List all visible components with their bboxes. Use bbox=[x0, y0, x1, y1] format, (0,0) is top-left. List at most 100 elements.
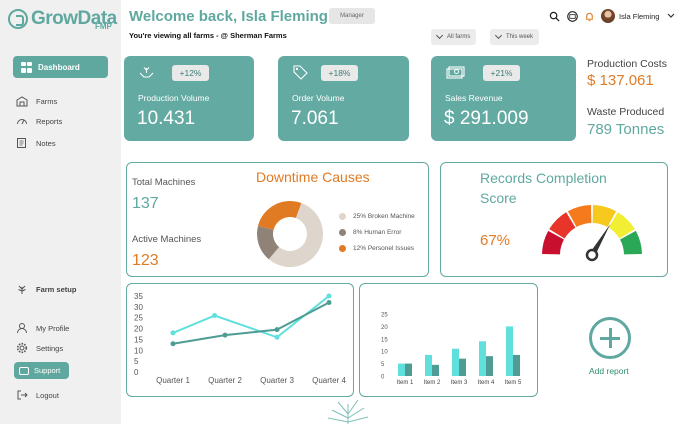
gauge-segment bbox=[620, 230, 642, 255]
x-tick-label: Item 5 bbox=[505, 380, 522, 386]
line-point bbox=[274, 327, 280, 333]
chat-icon bbox=[19, 366, 29, 375]
x-tick-label: Item 3 bbox=[451, 380, 468, 386]
gauge-segment bbox=[567, 205, 592, 227]
kpi-value: 7.061 bbox=[291, 108, 339, 129]
donut-slice bbox=[268, 203, 323, 267]
chevron-down-icon[interactable] bbox=[667, 13, 675, 19]
production-costs-value: $ 137.061 bbox=[587, 72, 654, 89]
line-point bbox=[222, 332, 228, 338]
sidebar-item-farm-setup[interactable]: Farm setup bbox=[16, 283, 76, 295]
sidebar-item-label: Settings bbox=[36, 343, 64, 353]
sidebar-item-reports[interactable]: Reports bbox=[16, 115, 62, 127]
y-tick-label: 10 bbox=[381, 350, 388, 356]
kpi-label: Sales Revenue bbox=[445, 93, 503, 103]
bar bbox=[398, 363, 405, 376]
sidebar-item-my-profile[interactable]: My Profile bbox=[16, 322, 69, 334]
page-title: Welcome back, Isla Fleming bbox=[129, 8, 328, 25]
gauge-hub bbox=[585, 248, 599, 262]
bar bbox=[513, 354, 520, 376]
notification-bell-icon[interactable] bbox=[584, 11, 595, 22]
downtime-donut-chart bbox=[257, 201, 323, 267]
items-bar-chart: 25 20 15 10 5 0 Item 1 Item 2 Item 3 Item 4 Item 5 bbox=[381, 313, 522, 387]
brand-logo[interactable]: GrowData bbox=[8, 6, 117, 32]
kpi-change: +18% bbox=[321, 65, 358, 81]
user-name[interactable]: Isla Fleming bbox=[619, 12, 660, 21]
legend-label: 8% Human Error bbox=[353, 228, 402, 236]
line-series bbox=[172, 295, 330, 339]
legend-swatch bbox=[339, 228, 346, 236]
donut-slice bbox=[257, 225, 280, 260]
bar bbox=[425, 354, 432, 376]
kpi-sales-revenue[interactable]: +21% Sales Revenue $ 291.009 bbox=[431, 56, 576, 141]
sidebar-item-logout[interactable]: Logout bbox=[16, 389, 59, 401]
x-tick-label: Quarter 2 bbox=[208, 376, 242, 385]
plant-decoration-icon bbox=[327, 399, 369, 424]
sidebar-item-label: Farm setup bbox=[36, 284, 77, 294]
kpi-production-volume[interactable]: +12% Production Volume 10.431 bbox=[124, 56, 254, 141]
add-report-label[interactable]: Add report bbox=[589, 366, 629, 376]
y-tick-label: 15 bbox=[134, 335, 143, 344]
brand-name: GrowData bbox=[31, 8, 117, 29]
line-point bbox=[326, 300, 332, 306]
user-icon bbox=[17, 323, 27, 334]
sidebar-item-label: Dashboard bbox=[38, 62, 80, 72]
x-tick-label: Quarter 4 bbox=[312, 376, 346, 385]
line-point bbox=[326, 293, 332, 299]
kpi-label: Order Volume bbox=[292, 93, 345, 103]
sidebar-item-dashboard[interactable]: Dashboard bbox=[13, 56, 108, 78]
records-value: 67% bbox=[480, 232, 511, 249]
period-filter-dropdown[interactable]: This week bbox=[490, 29, 540, 45]
barn-icon bbox=[16, 96, 28, 107]
chevron-down-icon bbox=[494, 31, 503, 40]
gauge-segment bbox=[549, 212, 576, 239]
add-report-button[interactable] bbox=[589, 317, 631, 359]
sidebar-item-settings[interactable]: Settings bbox=[16, 342, 63, 354]
x-tick-label: Quarter 1 bbox=[156, 376, 190, 385]
downtime-legend: 25% Broken Machine 8% Human Error 12% Pers… bbox=[339, 208, 415, 256]
filter-label: This week bbox=[506, 34, 534, 40]
bar bbox=[479, 341, 486, 376]
bar bbox=[459, 358, 466, 376]
sidebar-item-notes[interactable]: Notes bbox=[16, 137, 56, 149]
bar bbox=[432, 364, 439, 376]
x-tick-label: Item 2 bbox=[424, 380, 441, 386]
gauge-segment bbox=[542, 230, 564, 255]
tag-icon bbox=[293, 65, 308, 80]
kpi-change: +21% bbox=[483, 65, 520, 81]
bar bbox=[405, 363, 412, 376]
legend-label: 12% Personel Issues bbox=[353, 244, 415, 252]
legend-item: 25% Broken Machine bbox=[339, 208, 415, 224]
sidebar-item-farms[interactable]: Farms bbox=[16, 95, 57, 107]
bar bbox=[506, 326, 513, 376]
y-tick-label: 20 bbox=[381, 325, 388, 331]
dashboard-icon bbox=[21, 61, 32, 73]
y-tick-label: 5 bbox=[381, 362, 385, 368]
kpi-order-volume[interactable]: +18% Order Volume 7.061 bbox=[278, 56, 409, 141]
messages-icon[interactable] bbox=[567, 11, 578, 22]
y-tick-label: 0 bbox=[134, 368, 139, 377]
y-tick-label: 5 bbox=[134, 357, 139, 366]
x-tick-label: Item 4 bbox=[478, 380, 495, 386]
legend-item: 8% Human Error bbox=[339, 224, 415, 240]
search-icon[interactable] bbox=[549, 11, 560, 22]
gear-icon bbox=[16, 342, 28, 354]
line-point bbox=[274, 334, 280, 340]
sidebar-item-label: Farms bbox=[36, 96, 58, 106]
bar bbox=[486, 356, 493, 376]
total-machines-label: Total Machines bbox=[132, 177, 196, 188]
avatar[interactable] bbox=[601, 9, 615, 23]
y-tick-label: 25 bbox=[381, 313, 388, 319]
y-tick-label: 25 bbox=[134, 314, 143, 323]
kpi-change: +12% bbox=[172, 65, 209, 81]
gauge-needle bbox=[589, 224, 611, 257]
y-tick-label: 30 bbox=[134, 303, 143, 312]
sidebar-item-label: Reports bbox=[36, 116, 63, 126]
y-tick-label: 20 bbox=[134, 325, 143, 334]
support-button[interactable]: Support bbox=[14, 362, 69, 379]
farm-filter-dropdown[interactable]: All farms bbox=[431, 29, 477, 45]
records-gauge bbox=[542, 205, 642, 262]
downtime-title: Downtime Causes bbox=[256, 169, 370, 185]
line-point bbox=[170, 330, 176, 336]
